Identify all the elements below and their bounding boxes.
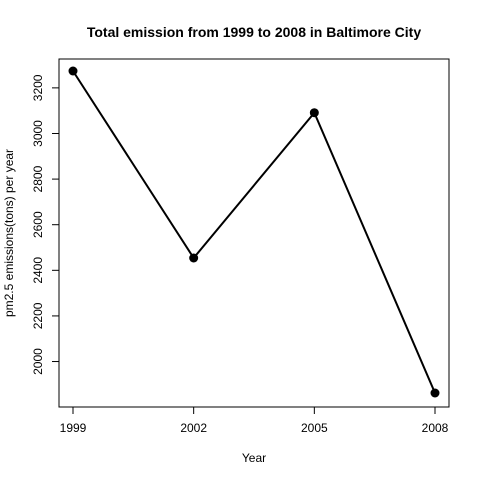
chart-title: Total emission from 1999 to 2008 in Balt…: [87, 24, 421, 40]
x-tick-label: 2008: [422, 421, 449, 435]
x-tick-label: 2002: [180, 421, 207, 435]
y-axis-title: pm2.5 emissions(tons) per year: [2, 149, 16, 317]
x-axis-title: Year: [242, 451, 266, 465]
data-point: [189, 253, 199, 263]
y-tick-label: 3200: [31, 74, 45, 101]
x-tick-label: 1999: [60, 421, 87, 435]
data-point: [309, 108, 319, 118]
y-tick-label: 3000: [31, 120, 45, 147]
y-tick-label: 2400: [31, 257, 45, 284]
series-line: [72, 70, 436, 394]
series-emissions: [68, 66, 440, 398]
y-tick-label: 2000: [31, 348, 45, 375]
y-tick-label: 2600: [31, 211, 45, 238]
y-tick-label: 2800: [31, 165, 45, 192]
y-axis: 2000 2200 2400 2600 2800 3000 3200: [31, 74, 60, 375]
data-point: [430, 388, 440, 398]
x-axis: 1999 2002 2005 2008: [60, 406, 449, 435]
y-tick-label: 2200: [31, 302, 45, 329]
plot-frame: [58, 58, 450, 408]
data-point: [68, 66, 78, 76]
x-tick-label: 2005: [301, 421, 328, 435]
